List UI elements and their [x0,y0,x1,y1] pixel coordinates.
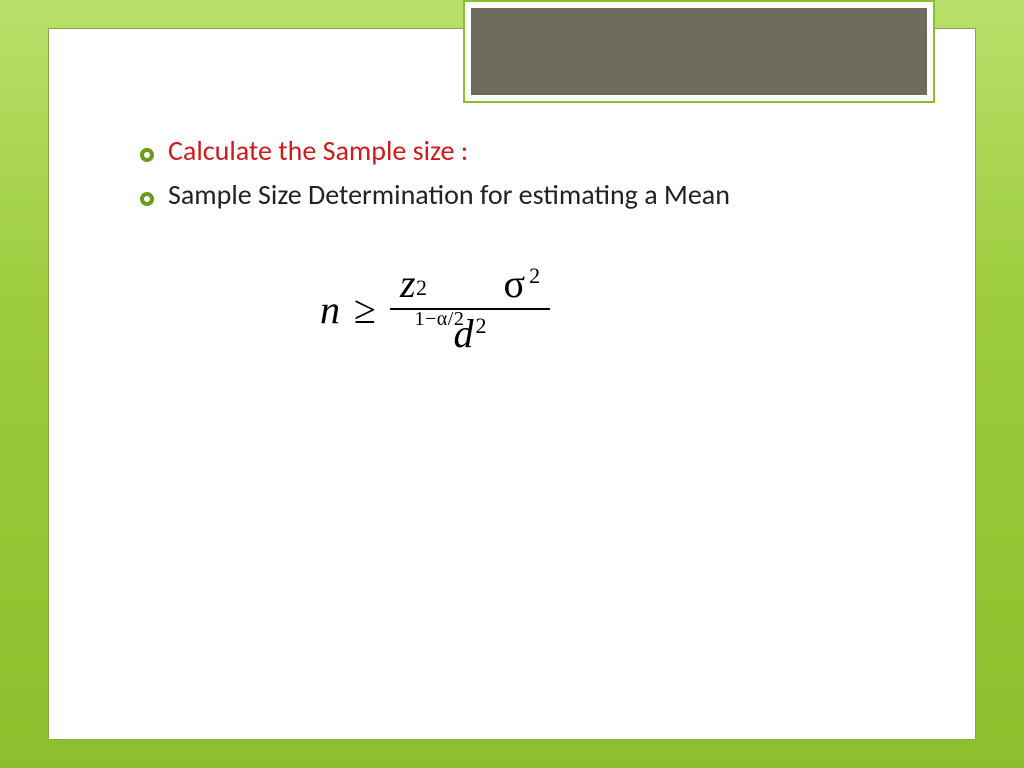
title-ornament [463,0,935,103]
formula: n ≥ z21−α/2σ2 d2 [320,260,720,358]
formula-relation: ≥ [354,286,376,333]
bullet-icon [140,192,154,206]
title-ornament-fill [471,8,927,95]
bullet-text-1: Calculate the Sample size : [168,132,468,170]
formula-z: z [400,261,416,306]
formula-sigma-sup: 2 [529,263,540,288]
bullet-text-2: Sample Size Determination for estimating… [168,176,730,214]
bullet-item-1: Calculate the Sample size : [140,132,860,170]
formula-z-sup: 2 [416,276,427,300]
content-area: Calculate the Sample size : Sample Size … [140,132,860,220]
formula-d-sup: 2 [476,313,487,338]
formula-sigma: σ [504,261,526,306]
formula-lhs: n [320,286,340,333]
formula-fraction: z21−α/2σ2 d2 [390,260,550,358]
bullet-item-2: Sample Size Determination for estimating… [140,176,860,214]
slide-background: Calculate the Sample size : Sample Size … [0,0,1024,768]
formula-z-sub: 1−α/2 [415,308,465,330]
formula-numerator: z21−α/2σ2 [390,260,550,308]
bullet-icon [140,148,154,162]
